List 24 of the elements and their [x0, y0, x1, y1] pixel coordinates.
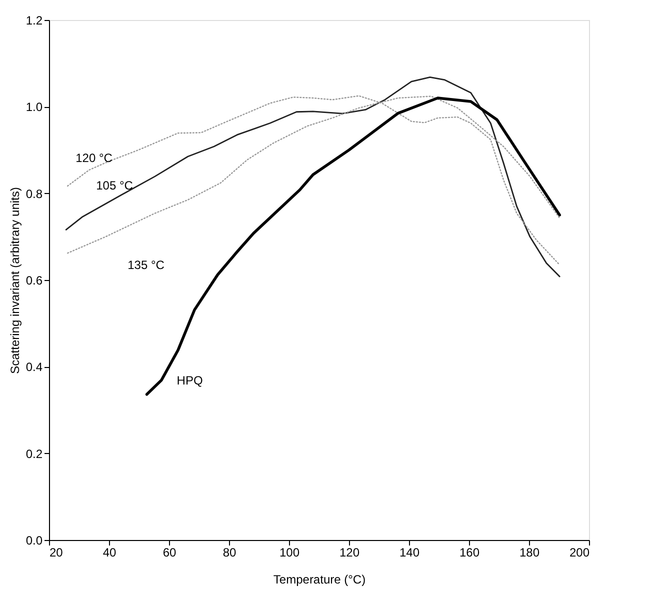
series-label: HPQ [176, 373, 203, 388]
y-tick-label: 0.6 [26, 274, 43, 288]
y-tick-label: 0.2 [26, 446, 43, 461]
y-tick-label: 0.8 [26, 186, 43, 201]
x-tick-label: 200 [569, 546, 590, 560]
y-tick-label: 1.0 [26, 100, 43, 114]
y-tick-label: 0.4 [26, 360, 43, 374]
x-tick-label: 160 [459, 546, 480, 560]
x-tick-label: 20 [50, 546, 64, 560]
x-axis-title: Temperature (°C) [273, 572, 366, 586]
series-label: 120 °C [76, 150, 113, 165]
x-tick-label: 40 [102, 546, 116, 560]
y-axis-title: Scattering invariant (arbitrary units) [8, 187, 22, 374]
x-tick-label: 140 [399, 546, 420, 560]
line-series [65, 76, 560, 278]
text: 135 °C [128, 258, 165, 272]
x-tick-label: 80 [222, 546, 236, 560]
y-tick-label: 0.0 [26, 534, 43, 548]
x-tick-label: 180 [519, 546, 540, 560]
x-tick-label: 120 [339, 546, 360, 560]
series-label: 105 °C [96, 178, 134, 193]
x-tick-label: 60 [162, 546, 176, 560]
x-tick-label: 100 [279, 546, 300, 560]
y-tick-label: 1.2 [26, 14, 43, 28]
